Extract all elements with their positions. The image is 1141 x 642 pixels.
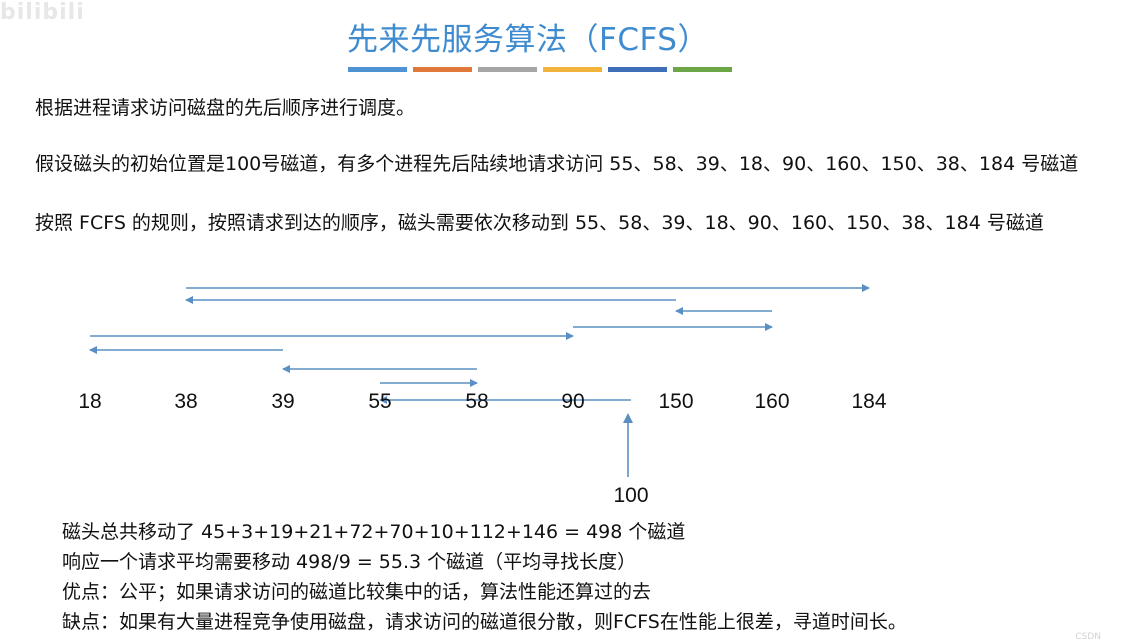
track-label: 90 (561, 390, 584, 413)
average-seek-line: 响应一个请求平均需要移动 498/9 = 55.3 个磁道（平均寻找长度） (62, 551, 637, 573)
page-title: 先来先服务算法（FCFS） (347, 22, 709, 58)
track-label: 55 (368, 390, 391, 413)
track-label: 184 (851, 390, 886, 413)
track-label: 39 (271, 390, 294, 413)
track-labels: 18 38 39 55 58 90 150 160 184 (78, 390, 887, 413)
fcfs-movement-diagram: 18 38 39 55 58 90 150 160 184 100 (78, 284, 887, 507)
track-label: 18 (78, 390, 101, 413)
assumption-paragraph: 假设磁头的初始位置是100号磁道，有多个进程先后陆续地请求访问 55、58、39… (35, 153, 1079, 175)
corner-watermark: CSDN (1075, 632, 1101, 642)
title-color-bar (348, 67, 407, 72)
disadvantage-line: 缺点：如果有大量进程竞争使用磁盘，请求访问的磁道很分散，则FCFS在性能上很差，… (62, 611, 907, 633)
title-color-bar (478, 67, 537, 72)
start-track-label: 100 (613, 484, 648, 507)
title-color-bar (413, 67, 472, 72)
move-arrows (89, 284, 870, 404)
track-label: 160 (754, 390, 789, 413)
title-color-bar (673, 67, 732, 72)
fcfs-order-paragraph: 按照 FCFS 的规则，按照请求到达的顺序，磁头需要依次移动到 55、58、39… (35, 212, 1044, 234)
track-label: 150 (658, 390, 693, 413)
title-color-bar (543, 67, 602, 72)
bilibili-watermark: bilibili (0, 0, 85, 25)
track-label: 38 (174, 390, 197, 413)
title-color-bars (348, 67, 734, 72)
total-distance-line: 磁头总共移动了 45+3+19+21+72+70+10+112+146 = 49… (62, 521, 686, 543)
track-label: 58 (465, 390, 488, 413)
intro-text: 根据进程请求访问磁盘的先后顺序进行调度。 (35, 97, 416, 119)
advantage-line: 优点：公平；如果请求访问的磁道比较集中的话，算法性能还算过的去 (62, 581, 652, 603)
title-color-bar (608, 67, 667, 72)
